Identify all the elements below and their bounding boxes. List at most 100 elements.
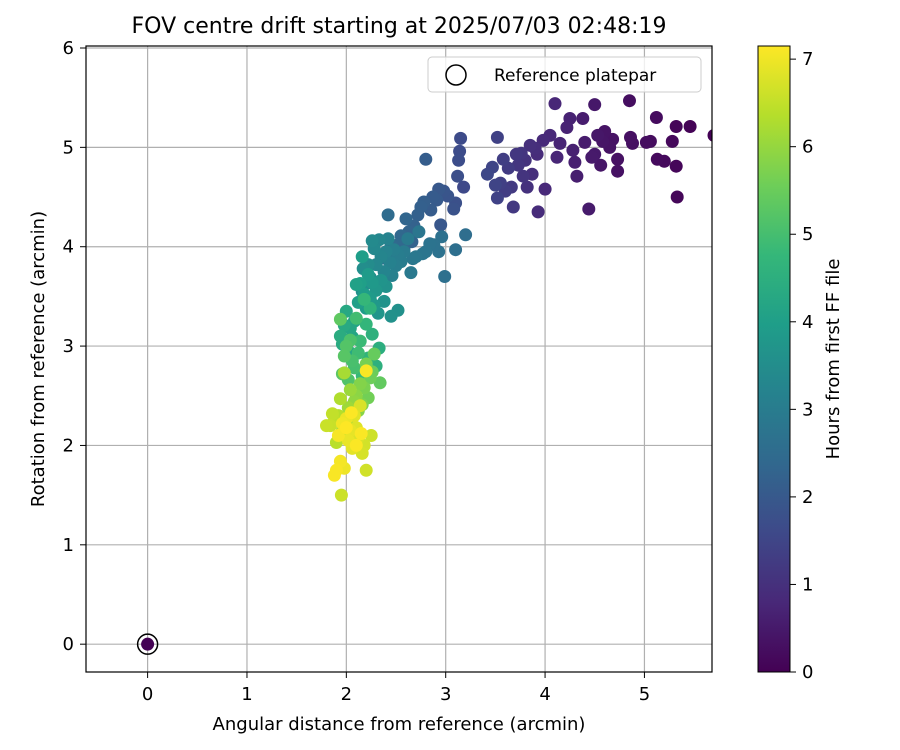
data-point: [337, 366, 351, 380]
data-point: [365, 327, 379, 341]
data-point: [401, 232, 415, 246]
legend-marker: [445, 64, 467, 86]
data-point: [331, 429, 345, 442]
y-tick-label: 4: [63, 237, 74, 258]
data-point: [649, 111, 663, 124]
data-point: [576, 112, 590, 125]
data-point: [364, 429, 378, 442]
y-tick-label: 1: [63, 535, 74, 556]
data-point: [344, 406, 358, 420]
y-tick-label: 2: [63, 435, 74, 456]
y-tick-label: 5: [63, 137, 74, 158]
data-point: [531, 205, 545, 219]
data-point: [355, 250, 369, 264]
chart-title: FOV centre drift starting at 2025/07/03 …: [132, 14, 667, 39]
data-point: [568, 155, 582, 169]
data-point: [670, 190, 684, 204]
data-point: [333, 329, 347, 343]
data-point: [411, 208, 425, 222]
data-point: [588, 98, 602, 112]
data-point: [624, 130, 637, 144]
data-point: [459, 228, 473, 242]
data-point: [327, 468, 341, 482]
colorbar-tick-label: 1: [802, 574, 813, 595]
data-point: [683, 120, 697, 133]
data-point: [665, 134, 679, 148]
data-point: [349, 311, 363, 325]
colorbar-tick-label: 5: [802, 224, 813, 245]
data-point: [339, 421, 353, 435]
data-point: [669, 159, 683, 173]
y-tick-label: 6: [63, 38, 74, 59]
y-axis-ticks: 0 1 2 3 4 5 6: [63, 38, 86, 655]
data-point: [357, 292, 371, 306]
data-point: [367, 347, 381, 361]
data-point: [650, 152, 664, 166]
data-point: [578, 135, 592, 149]
data-point: [511, 158, 525, 172]
data-point: [365, 234, 379, 248]
data-point: [361, 268, 375, 281]
data-point: [623, 94, 636, 108]
data-point: [373, 376, 387, 390]
x-axis-label: Angular distance from reference (arcmin): [213, 714, 586, 735]
data-point: [404, 266, 418, 280]
data-point: [594, 158, 608, 172]
data-point: [553, 136, 567, 150]
data-point: [523, 138, 537, 152]
data-point: [419, 152, 433, 166]
colorbar-gradient: [757, 45, 791, 673]
data-point: [333, 312, 347, 326]
data-point: [334, 488, 348, 502]
legend: Reference platepar: [427, 56, 702, 93]
x-tick-label: 0: [142, 684, 153, 705]
data-point: [381, 208, 395, 222]
data-point: [566, 143, 580, 157]
colorbar-tick-label: 4: [802, 312, 813, 333]
data-point: [585, 150, 599, 164]
data-point: [457, 180, 471, 194]
data-point: [550, 150, 564, 164]
data-point: [591, 128, 605, 142]
legend-box: [427, 56, 702, 93]
data-point: [490, 191, 504, 205]
colorbar-tick-label: 0: [802, 662, 813, 683]
x-tick-label: 3: [440, 684, 451, 705]
y-tick-label: 0: [63, 634, 74, 655]
reference-point-layer: [136, 633, 159, 655]
data-point: [506, 200, 520, 214]
data-point: [353, 399, 367, 413]
data-point: [354, 427, 368, 440]
grid: [86, 46, 712, 672]
legend-label: Reference platepar: [494, 66, 656, 86]
colorbar-ticks: 0 1 2 3 4 5 6 7: [790, 49, 813, 683]
reference-point: [141, 637, 155, 651]
data-point: [707, 129, 712, 142]
colorbar-tick-label: 3: [802, 399, 813, 420]
data-point: [434, 218, 448, 232]
data-point: [536, 133, 550, 147]
x-tick-label: 2: [341, 684, 352, 705]
data-point: [520, 180, 534, 194]
data-point: [353, 334, 367, 348]
data-point: [639, 135, 653, 149]
data-point: [611, 164, 625, 178]
data-point: [438, 270, 452, 283]
x-axis-ticks: 0 1 2 3 4 5: [142, 672, 650, 705]
data-point: [359, 364, 373, 378]
data-point: [447, 202, 461, 216]
colorbar-tick-label: 2: [802, 487, 813, 508]
x-tick-label: 5: [639, 684, 650, 705]
data-points: [320, 94, 712, 502]
colorbar-tick-label: 6: [802, 137, 813, 158]
data-point: [582, 202, 596, 216]
data-point: [384, 309, 398, 323]
reference-platepar-marker: [136, 633, 159, 655]
data-point: [359, 463, 373, 477]
y-tick-label: 3: [63, 336, 74, 357]
colorbar-tick-label: 7: [802, 49, 813, 70]
data-point: [516, 169, 530, 183]
data-point: [570, 169, 584, 183]
data-point: [399, 212, 413, 226]
